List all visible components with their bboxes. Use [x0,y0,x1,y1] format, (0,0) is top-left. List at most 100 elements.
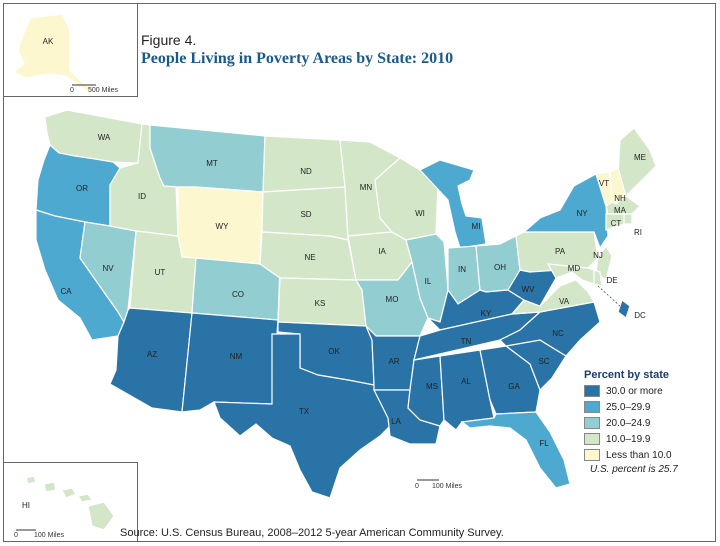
us-percent-note: U.S. percent is 25.7 [590,464,678,475]
state-labels: WA OR CA NV ID MT WY UT CO AZ NM ND SD N… [22,37,646,510]
scale-bar-main: 0 100 Miles [415,479,462,490]
svg-text:500 Miles: 500 Miles [88,87,118,94]
legend: Percent by state 30.0 or more 25.0–29.9 … [584,369,672,464]
legend-swatch [584,385,600,397]
label-nh: NH [614,194,626,203]
label-nj: NJ [593,251,603,260]
state-mo [354,260,429,337]
svg-text:0: 0 [415,483,419,490]
label-pa: PA [555,247,566,256]
hawaii-islands [25,475,115,531]
label-mt: MT [206,159,218,168]
alaska-inset-frame [3,3,138,97]
label-il: IL [425,277,432,286]
label-va: VA [559,297,570,306]
label-mo: MO [386,295,399,304]
legend-swatch [584,401,600,413]
legend-item: 30.0 or more [584,384,672,398]
label-md: MD [568,264,581,273]
legend-label: 10.0–19.9 [606,433,651,445]
label-ks: KS [315,299,326,308]
label-la: LA [391,417,401,426]
state-ia [347,231,413,281]
label-nd: ND [300,167,312,176]
state-ct [605,213,625,231]
label-ny: NY [576,209,588,218]
scale-bar-alaska: 0 500 Miles [70,84,118,94]
legend-label: 30.0 or more [606,385,663,397]
legend-swatch [584,417,600,429]
legend-item: Less than 10.0 [584,448,672,462]
label-mn: MN [360,183,373,192]
label-fl: FL [539,439,549,448]
label-ia: IA [378,247,386,256]
map-frame [3,3,716,542]
state-nc [498,301,601,357]
label-in: IN [458,265,466,274]
svg-text:100 Miles: 100 Miles [432,483,462,490]
svg-text:0: 0 [14,532,18,539]
label-nm: NM [230,352,243,361]
label-sc: SC [538,357,549,366]
label-ut: UT [155,268,166,277]
label-me: ME [634,153,646,162]
label-nv: NV [102,264,114,273]
label-ct: CT [611,219,622,228]
legend-swatch [584,433,600,445]
state-dc [617,299,631,319]
label-or: OR [76,184,88,193]
legend-item: 20.0–24.9 [584,416,672,430]
state-ri [623,213,633,225]
label-de: DE [606,276,617,285]
svg-text:0: 0 [70,87,74,94]
legend-label: 20.0–24.9 [606,417,651,429]
state-nd [262,135,346,193]
label-ar: AR [388,357,399,366]
label-ok: OK [328,347,340,356]
legend-title: Percent by state [584,369,669,381]
label-mi: MI [472,222,481,231]
legend-item: 10.0–19.9 [584,432,672,446]
label-ga: GA [508,382,520,391]
label-oh: OH [494,263,506,272]
label-dc: DC [634,311,646,320]
label-tn: TN [461,337,472,346]
label-ma: MA [614,206,627,215]
label-ri: RI [634,228,642,237]
legend-label: Less than 10.0 [606,449,672,461]
scale-bar-hawaii: 0 100 Miles [14,529,64,539]
label-az: AZ [147,350,157,359]
legend-swatch [584,449,600,461]
label-ms: MS [426,382,438,391]
legend-label: 25.0–29.9 [606,401,651,413]
label-ne: NE [304,253,315,262]
state-nm [181,312,279,413]
label-ak: AK [43,37,54,46]
map-title: People Living in Poverty Areas by State:… [141,50,454,67]
label-ky: KY [481,309,492,318]
state-ak [12,13,98,93]
label-co: CO [232,290,244,299]
label-hi: HI [22,501,30,510]
label-tx: TX [299,407,310,416]
label-ca: CA [60,287,72,296]
state-tx [213,333,393,499]
legend-item: 25.0–29.9 [584,400,672,414]
state-fl [460,411,571,489]
state-mi [419,159,487,249]
hawaii-inset-frame [3,462,138,542]
label-vt: VT [599,179,609,188]
state-md [546,263,595,285]
label-al: AL [461,377,471,386]
label-wv: WV [522,285,536,294]
label-sd: SD [300,210,311,219]
label-wy: WY [216,222,230,231]
label-nc: NC [552,329,564,338]
figure-label: Figure 4. [141,32,197,48]
svg-text:100 Miles: 100 Miles [34,532,64,539]
label-id: ID [138,192,146,201]
source-note: Source: U.S. Census Bureau, 2008–2012 5-… [120,527,504,539]
label-wi: WI [415,209,425,218]
label-wa: WA [98,133,111,142]
